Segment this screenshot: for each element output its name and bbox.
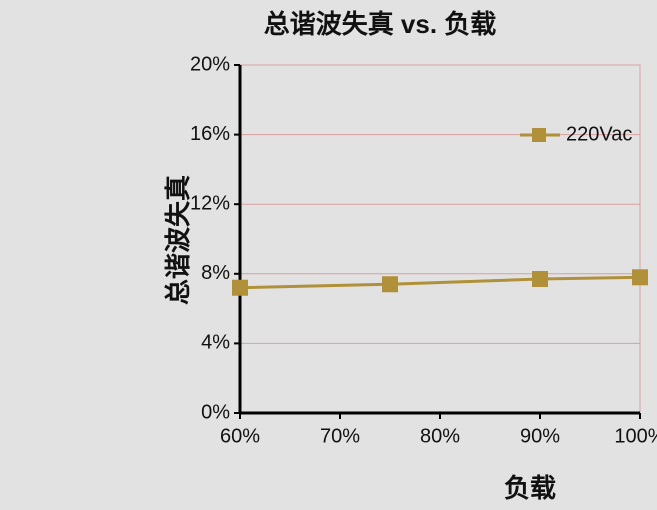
data-point	[232, 279, 248, 296]
legend-label: 220Vac	[566, 123, 632, 145]
data-point	[382, 276, 398, 293]
plot-area	[239, 64, 641, 414]
x-tick-label: 80%	[420, 425, 460, 447]
y-tick-label: 20%	[190, 53, 230, 75]
data-point	[632, 269, 648, 286]
x-tick-label: 90%	[520, 425, 560, 447]
x-axis-label: 负载	[504, 473, 556, 503]
legend-marker	[532, 128, 546, 142]
series-line	[239, 275, 641, 290]
y-tick-label: 8%	[201, 262, 230, 284]
x-tick-label: 70%	[320, 425, 360, 447]
y-axis-label: 总谐波失真	[163, 175, 193, 305]
y-tick-label: 0%	[201, 401, 230, 423]
y-tick-label: 16%	[190, 123, 230, 145]
y-tick-label: 12%	[190, 192, 230, 214]
x-tick-label: 60%	[220, 425, 260, 447]
chart-title: 总谐波失真 vs. 负载	[264, 9, 497, 39]
x-tick-label: 100%	[614, 425, 657, 447]
data-point	[532, 271, 548, 288]
y-tick-label: 4%	[201, 332, 230, 354]
